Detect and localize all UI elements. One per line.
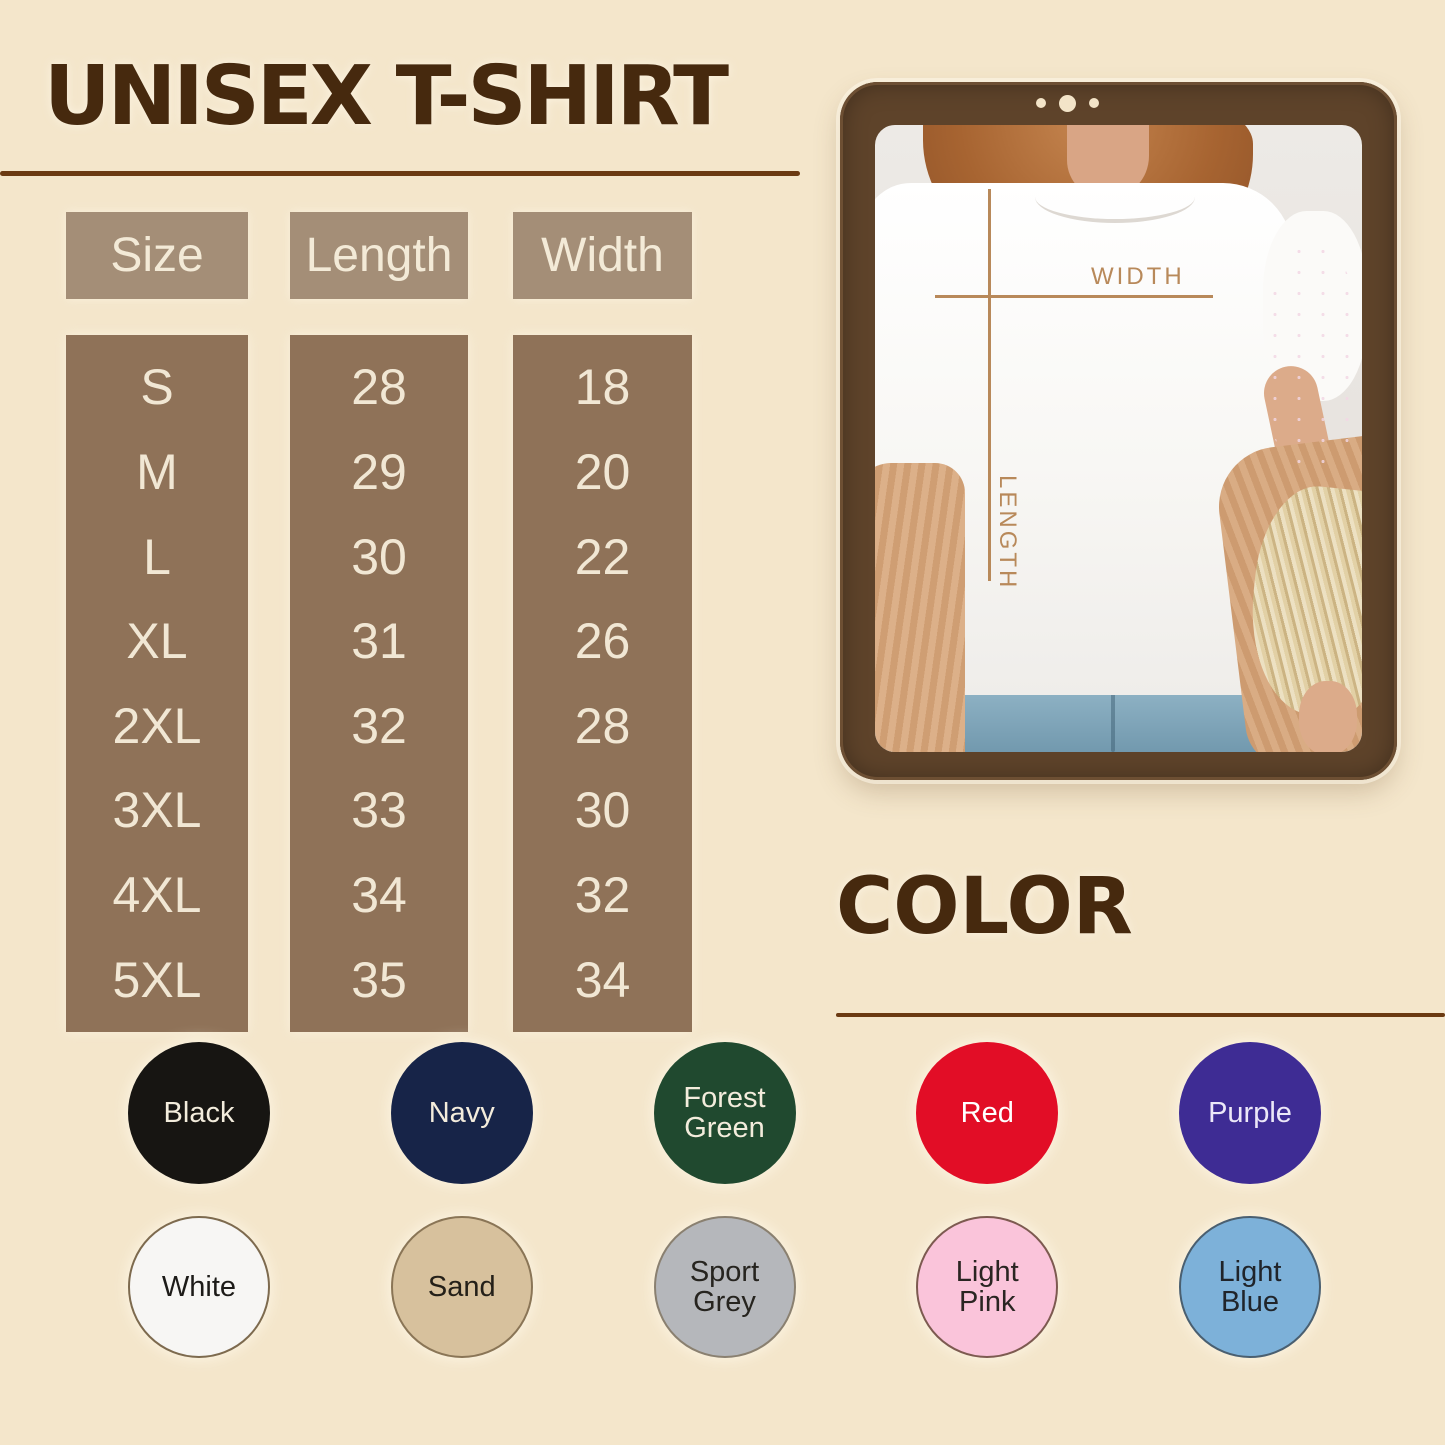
swatch-forest-green: Forest Green bbox=[653, 1042, 796, 1184]
cell-width-s: 18 bbox=[574, 359, 631, 416]
swatch-label: Sport Grey bbox=[689, 1255, 760, 1318]
color-section-title: COLOR bbox=[836, 862, 1133, 952]
swatch-label: Light Pink bbox=[955, 1255, 1019, 1318]
tshirt-photo-frame: WIDTH LENGTH bbox=[840, 82, 1397, 780]
color-divider-line bbox=[836, 1013, 1445, 1017]
cell-length-4xl: 34 bbox=[351, 867, 407, 924]
cell-size-xl: XL bbox=[126, 613, 188, 670]
table-column-width: 18 20 22 26 28 30 32 34 bbox=[513, 335, 692, 1032]
swatch-light-blue: Light Blue bbox=[1179, 1216, 1321, 1358]
cell-length-m: 29 bbox=[351, 443, 407, 500]
cardigan-left bbox=[875, 463, 965, 752]
cell-length-5xl: 35 bbox=[351, 951, 407, 1008]
swatch-label: Black bbox=[163, 1096, 235, 1129]
swatch-row-2: White Sand Sport Grey Light Pink Light Blue bbox=[128, 1216, 1321, 1358]
column-header-length: Length bbox=[290, 212, 468, 299]
column-header-size: Size bbox=[66, 212, 248, 299]
swatch-light-pink: Light Pink bbox=[916, 1216, 1059, 1358]
cell-length-l: 30 bbox=[351, 528, 407, 585]
swatch-white: White bbox=[128, 1216, 270, 1358]
column-header-width: Width bbox=[513, 212, 692, 299]
cell-width-m: 20 bbox=[574, 443, 631, 500]
swatch-label: Light Blue bbox=[1218, 1255, 1282, 1318]
cell-length-xl: 31 bbox=[351, 613, 407, 670]
tablet-camera-dots bbox=[1036, 88, 1166, 118]
width-measure-line bbox=[935, 295, 1213, 298]
cell-width-l: 22 bbox=[574, 528, 631, 585]
column-header-size-label: Size bbox=[110, 229, 204, 282]
tablet-dot-center-icon bbox=[1059, 94, 1076, 112]
swatch-label: Red bbox=[960, 1096, 1014, 1129]
title-divider-line bbox=[0, 171, 800, 176]
size-chart-title: UNISEX T-SHIRT bbox=[44, 49, 729, 144]
swatch-row-1: Black Navy Forest Green Red Purple bbox=[128, 1042, 1321, 1184]
swatch-label: Navy bbox=[428, 1096, 495, 1129]
swatch-black: Black bbox=[128, 1042, 270, 1184]
cell-length-s: 28 bbox=[351, 359, 407, 416]
cell-size-s: S bbox=[140, 359, 174, 416]
tablet-dot-right-icon bbox=[1089, 98, 1099, 108]
cell-size-l: L bbox=[143, 528, 171, 585]
jeans-fly-seam bbox=[1111, 683, 1115, 752]
table-column-size: S M L XL 2XL 3XL 4XL 5XL bbox=[66, 335, 248, 1032]
tshirt-collar bbox=[1035, 171, 1195, 223]
cell-width-4xl: 32 bbox=[574, 867, 631, 924]
tshirt-model-photo: WIDTH LENGTH bbox=[875, 125, 1362, 752]
swatch-red: Red bbox=[916, 1042, 1059, 1184]
cell-width-xl: 26 bbox=[574, 613, 631, 670]
cell-width-5xl: 34 bbox=[574, 951, 631, 1008]
length-measure-line bbox=[988, 189, 991, 581]
swatch-label: White bbox=[161, 1270, 237, 1303]
cell-width-3xl: 30 bbox=[574, 782, 631, 839]
width-measure-label: WIDTH bbox=[1091, 263, 1185, 290]
swatch-navy: Navy bbox=[390, 1042, 533, 1184]
length-measure-label: LENGTH bbox=[994, 475, 1021, 591]
swatch-sand: Sand bbox=[390, 1216, 533, 1358]
swatch-label: Forest Green bbox=[683, 1081, 766, 1144]
cell-size-4xl: 4XL bbox=[112, 867, 202, 924]
cell-size-5xl: 5XL bbox=[112, 951, 202, 1008]
dried-flowers bbox=[1263, 241, 1362, 481]
column-header-length-label: Length bbox=[305, 229, 453, 282]
swatch-label: Sand bbox=[427, 1270, 496, 1303]
column-header-width-label: Width bbox=[541, 229, 664, 282]
cell-size-3xl: 3XL bbox=[112, 782, 202, 839]
swatch-purple: Purple bbox=[1179, 1042, 1321, 1184]
swatch-sport-grey: Sport Grey bbox=[653, 1216, 796, 1358]
cell-size-2xl: 2XL bbox=[112, 697, 202, 754]
swatch-label: Purple bbox=[1208, 1096, 1292, 1129]
tablet-dot-left-icon bbox=[1036, 98, 1046, 108]
cell-length-3xl: 33 bbox=[351, 782, 407, 839]
cell-size-m: M bbox=[136, 443, 178, 500]
cell-length-2xl: 32 bbox=[351, 697, 407, 754]
table-column-length: 28 29 30 31 32 33 34 35 bbox=[290, 335, 468, 1032]
cell-width-2xl: 28 bbox=[574, 697, 631, 754]
model-hand bbox=[1299, 681, 1357, 752]
